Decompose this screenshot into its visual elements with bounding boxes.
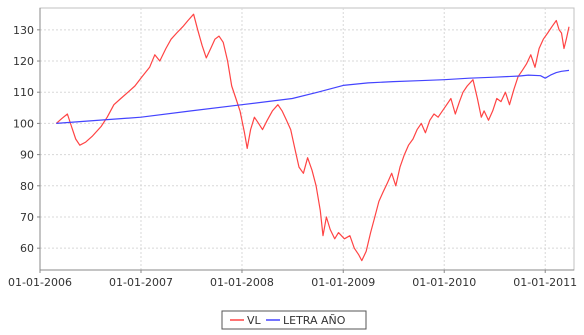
series-lines [55, 13, 570, 262]
legend-label-letra: LETRA AÑO [283, 314, 346, 327]
axes [39, 8, 574, 271]
legend-box [221, 310, 367, 330]
y-tick-label: 130 [13, 24, 34, 37]
y-tick-label: 100 [13, 117, 34, 130]
y-tick-label: 110 [13, 86, 34, 99]
y-tick-label: 80 [20, 180, 34, 193]
x-tick-label: 01-01-2007 [109, 276, 173, 289]
series-line-vl [55, 13, 570, 262]
y-tick-label: 60 [20, 242, 34, 255]
plot-area [39, 7, 575, 271]
grid-lines [37, 8, 574, 273]
x-tick-label: 01-01-2009 [311, 276, 375, 289]
legend-label-vl: VL [247, 314, 262, 327]
series-line-letra-ano [56, 69, 570, 124]
y-tick-labels: 60 70 80 90 100 110 120 130 [13, 24, 34, 255]
y-tick-label: 90 [20, 149, 34, 162]
legend: VL LETRA AÑO [221, 310, 367, 330]
x-tick-label: 01-01-2010 [412, 276, 476, 289]
x-tick-label: 01-01-2008 [210, 276, 274, 289]
y-tick-label: 70 [20, 211, 34, 224]
y-tick-label: 120 [13, 55, 34, 68]
x-tick-labels: 01-01-2006 01-01-2007 01-01-2008 01-01-2009… [8, 276, 577, 289]
x-tick-label: 01-01-2006 [8, 276, 72, 289]
x-tick-label: 01-01-2011 [513, 276, 577, 289]
